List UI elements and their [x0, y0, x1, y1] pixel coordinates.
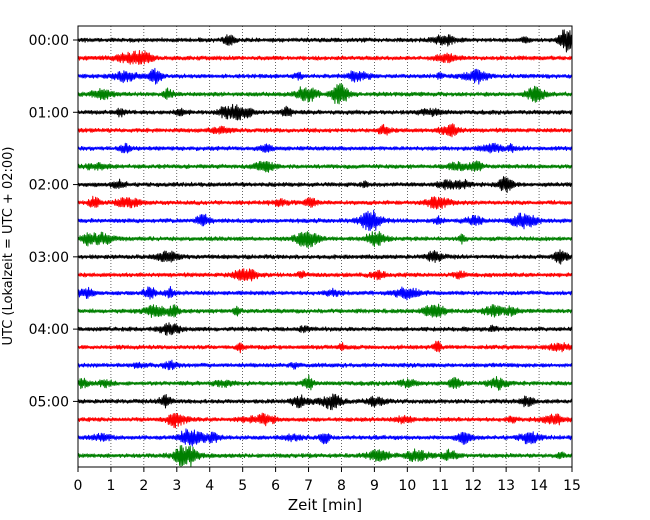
x-tick-label: 12: [464, 478, 482, 494]
trace-row: [77, 231, 573, 249]
trace-row: [77, 142, 573, 154]
x-tick-label: 11: [431, 478, 449, 494]
trace-row: [77, 249, 573, 265]
x-tick-label: 9: [370, 478, 379, 494]
trace-row: [77, 359, 573, 371]
trace-row: [77, 67, 573, 85]
x-tick-label: 7: [304, 478, 313, 494]
y-axis-ticks: 00:00 01:00 02:00 03:00 04:00 05:00: [29, 33, 78, 410]
trace-row: [77, 103, 573, 121]
trace-row: [77, 428, 573, 447]
x-axis-ticks: 0 1 2 3 4 5 6 7 8 9 10 11 12 13 14 15: [74, 467, 581, 494]
y-tick-label: 00:00: [29, 33, 69, 49]
y-tick-label: 03:00: [29, 250, 69, 266]
plot-frame: [77, 25, 573, 468]
trace-row: [77, 176, 573, 193]
trace-row: [77, 374, 573, 391]
x-tick-label: 4: [205, 478, 214, 494]
x-tick-label: 5: [238, 478, 247, 494]
trace-row: [77, 393, 573, 411]
seismic-traces: [77, 29, 573, 467]
y-tick-label: 04:00: [29, 322, 69, 338]
y-tick-label: 02:00: [29, 178, 69, 194]
trace-row: [77, 29, 573, 53]
trace-row: [77, 83, 573, 105]
x-tick-label: 3: [172, 478, 181, 494]
trace-row: [77, 160, 573, 173]
x-tick-label: 14: [530, 478, 548, 494]
trace-row: [77, 286, 573, 301]
trace-row: [77, 123, 573, 138]
x-tick-label: 15: [563, 478, 581, 494]
x-axis-title: Zeit [min]: [288, 496, 362, 514]
trace-row: [77, 340, 573, 354]
x-tick-label: 10: [398, 478, 416, 494]
trace-row: [77, 303, 573, 318]
y-axis-title: UTC (Lokalzeit = UTC + 02:00): [1, 147, 16, 346]
x-tick-label: 0: [74, 478, 83, 494]
x-tick-label: 13: [497, 478, 515, 494]
plot-background: [78, 26, 572, 467]
x-tick-label: 1: [106, 478, 115, 494]
trace-row: [77, 209, 573, 231]
trace-row: [77, 195, 573, 210]
trace-row: [77, 50, 573, 65]
trace-row: [77, 268, 573, 282]
x-tick-label: 8: [337, 478, 346, 494]
x-tick-label: 2: [139, 478, 148, 494]
trace-row: [77, 412, 573, 429]
x-tick-label: 6: [271, 478, 280, 494]
trace-row: [77, 445, 573, 467]
y-tick-label: 05:00: [29, 394, 69, 410]
y-tick-label: 01:00: [29, 105, 69, 121]
trace-row: [77, 322, 573, 336]
